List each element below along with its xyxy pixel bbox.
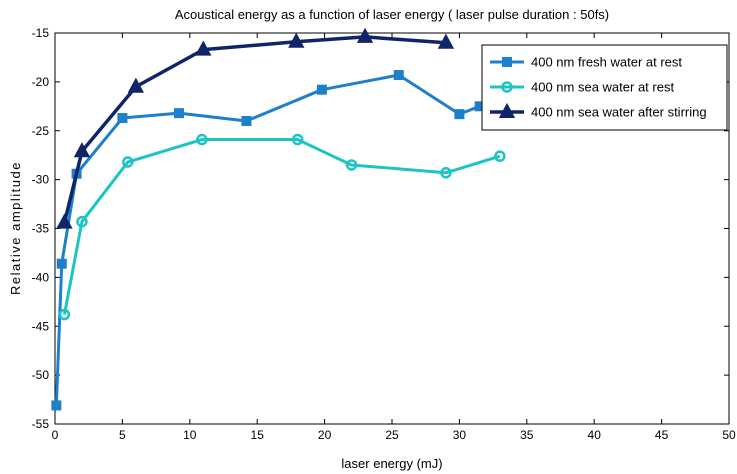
- series-line: [62, 138, 501, 315]
- x-tick-label: 50: [722, 428, 736, 442]
- data-point: [195, 40, 212, 56]
- axis-ticks: 0 5 10 15 20 25 30 35 40 45 50 -55 -50 -45 -40 -35 -30 -2…: [32, 26, 736, 442]
- chart-title: Acoustical energy as a function of laser…: [175, 7, 609, 22]
- data-point: [58, 308, 71, 321]
- y-tick-label: -45: [32, 319, 50, 333]
- x-axis-title: laser energy (mJ): [341, 456, 442, 471]
- legend: 400 nm fresh water at rest 400 nm sea wat…: [481, 44, 728, 131]
- data-point: [393, 70, 404, 81]
- legend-label: 400 nm sea water at rest: [531, 80, 674, 95]
- data-point: [494, 150, 506, 162]
- data-point: [76, 215, 88, 228]
- data-point: [454, 109, 465, 120]
- y-tick-label: -30: [32, 173, 50, 187]
- y-tick-label: -55: [32, 417, 50, 431]
- x-tick-label: 15: [251, 428, 265, 442]
- x-tick-label: 40: [588, 428, 602, 442]
- legend-marker: [498, 102, 516, 118]
- y-tick-label: -35: [32, 222, 50, 236]
- series-line: [54, 73, 481, 406]
- series-2: [58, 133, 506, 321]
- legend-marker: [501, 81, 513, 93]
- data-point: [291, 133, 304, 146]
- y-tick-label: -15: [32, 26, 50, 40]
- legend-item: 400 nm fresh water at rest: [490, 55, 682, 70]
- x-tick-label: 35: [520, 428, 534, 442]
- legend-item: 400 nm sea water after stirring: [490, 102, 707, 120]
- series-3: [56, 27, 455, 229]
- legend-label: 400 nm fresh water at rest: [531, 55, 682, 70]
- legend-marker: [502, 57, 512, 67]
- data-point: [356, 27, 374, 43]
- data-point: [437, 33, 455, 49]
- data-point: [288, 32, 305, 48]
- y-tick-label: -40: [32, 270, 50, 284]
- series-layer: [51, 27, 506, 411]
- series-1: [51, 70, 485, 411]
- data-point: [174, 108, 185, 119]
- data-point: [196, 133, 208, 146]
- x-tick-label: 20: [318, 428, 332, 442]
- y-axis-title: Relative amplitude: [8, 161, 23, 295]
- x-tick-label: 0: [52, 428, 59, 442]
- data-point: [122, 156, 134, 168]
- legend-label: 400 nm sea water after stirring: [531, 105, 707, 120]
- x-tick-label: 5: [119, 428, 126, 442]
- data-point: [56, 213, 73, 229]
- data-point: [51, 400, 62, 411]
- x-tick-label: 10: [183, 428, 197, 442]
- data-point: [56, 258, 67, 269]
- data-point: [345, 159, 358, 171]
- data-point: [241, 115, 252, 126]
- data-point: [127, 77, 145, 93]
- y-tick-label: -50: [32, 368, 50, 382]
- x-tick-label: 30: [453, 428, 467, 442]
- data-point: [117, 113, 128, 124]
- x-tick-label: 45: [655, 428, 669, 442]
- data-point: [440, 167, 452, 179]
- y-tick-label: -20: [32, 75, 50, 89]
- y-tick-label: -25: [32, 124, 50, 138]
- data-point: [316, 84, 327, 95]
- legend-item: 400 nm sea water at rest: [490, 80, 674, 95]
- x-tick-label: 25: [385, 428, 399, 442]
- data-point: [73, 142, 91, 158]
